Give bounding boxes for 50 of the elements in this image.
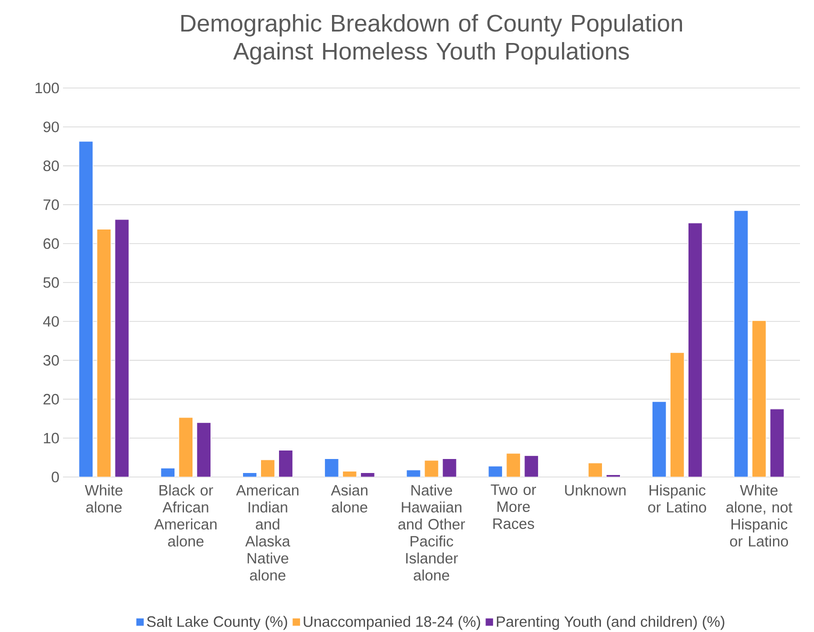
y-tick-label: 10 [44,432,59,444]
y-tick-label: 60 [44,238,59,249]
bar [178,417,194,477]
legend-label: Salt Lake County (%) [147,616,288,630]
bar [688,222,702,477]
chart-title: Demographic Breakdown of County Population Against Homeless Youth Populations [181,14,682,64]
x-tick-label: Native Hawaiian and Other Pacific Islander alone [398,484,465,580]
y-tick-label: 100 [36,82,59,94]
x-tick-label: Hispanic or Latino [648,484,706,512]
legend-label: Unaccompanied 18-24 (%) [304,616,480,630]
x-tick-label: Asian alone [330,484,368,512]
bar [196,422,212,477]
bar [752,320,766,477]
x-tick-label: White alone, not Hispanic or Latino [726,484,792,546]
bar [278,450,294,477]
bar [734,210,748,477]
x-tick-label: Black or African American alone [154,484,217,546]
x-tick-label: Two or More Races [490,484,536,529]
y-tick-label: 40 [43,316,59,327]
y-tick-label: 20 [44,394,59,404]
bar [360,472,375,477]
bar [652,401,666,477]
legend-label: Parenting Youth (and children) (%) [496,616,724,630]
bar [670,352,684,477]
bar [524,455,539,477]
x-tick-label: Unknown [565,484,626,496]
bar [606,474,621,477]
bar [160,468,176,477]
bar [260,459,276,477]
y-tick-label: 50 [43,277,59,288]
y-tick-label: 0 [52,472,59,482]
bar [114,219,130,477]
bar [78,140,94,477]
bar [96,228,112,477]
bar [506,452,521,477]
bar [488,466,503,477]
x-tick-label: White alone [84,484,122,512]
bar [406,470,421,477]
bar [242,472,258,477]
bar [424,460,439,477]
y-tick-label: 90 [43,121,59,132]
y-tick-label: 70 [44,199,59,210]
bar [588,462,603,477]
y-tick-label: 80 [43,160,59,171]
bar [770,408,784,477]
y-tick-label: 30 [43,354,59,366]
bar [442,458,457,477]
bar [324,458,339,477]
x-tick-label: American Indian and Alaska Native alone [236,484,298,580]
bar [342,470,357,477]
